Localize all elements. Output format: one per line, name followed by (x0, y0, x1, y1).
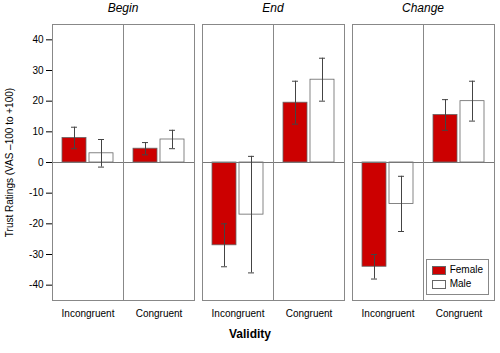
svg-text:-30: -30 (29, 249, 44, 260)
svg-text:40: 40 (32, 34, 44, 45)
svg-text:Incongruent: Incongruent (62, 308, 115, 319)
svg-text:-10: -10 (29, 187, 44, 198)
html-text:Begin: Begin (107, 1, 139, 15)
svg-text:10: 10 (32, 126, 44, 137)
svg-text:-20: -20 (29, 218, 44, 229)
svg-text:30: 30 (32, 65, 44, 76)
html-text:Male: Male (449, 278, 472, 289)
html-text:End: End (262, 1, 284, 15)
html-text:Validity: Validity (229, 327, 271, 341)
svg-text:Incongruent: Incongruent (362, 308, 415, 319)
svg-text:Congruent: Congruent (136, 308, 183, 319)
svg-text:Congruent: Congruent (286, 308, 333, 319)
svg-text:Trust Ratings (VAS –100 to +10: Trust Ratings (VAS –100 to +100) (4, 88, 15, 237)
html-text:Female: Female (449, 264, 483, 275)
svg-text:Congruent: Congruent (436, 308, 483, 319)
svg-text:Incongruent: Incongruent (212, 308, 265, 319)
html-text:Change: Change (402, 1, 444, 15)
svg-text:20: 20 (32, 95, 44, 106)
svg-text:0: 0 (38, 157, 44, 168)
svg-text:-40: -40 (29, 279, 44, 290)
